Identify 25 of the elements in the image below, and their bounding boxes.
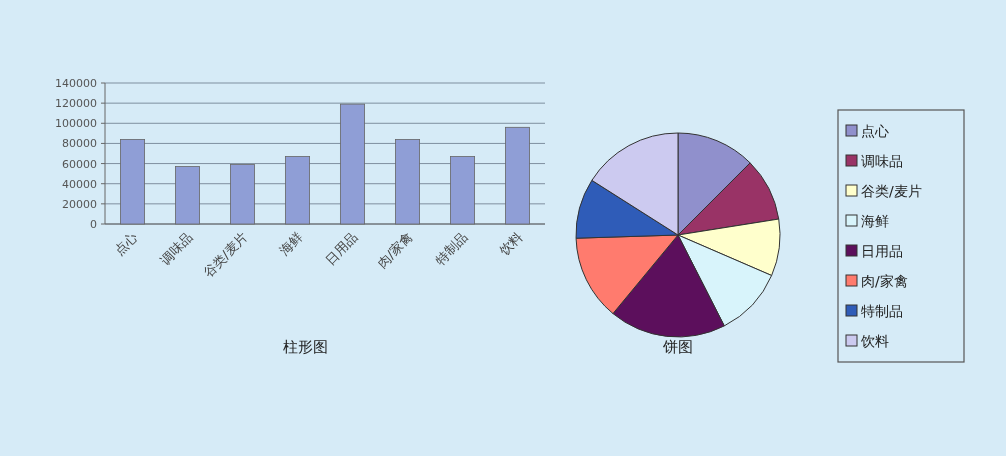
legend-label: 饮料 xyxy=(860,333,889,349)
text: 饼图 xyxy=(662,338,693,356)
x-tick-label: 特制品 xyxy=(432,229,471,268)
y-tick-label: 100000 xyxy=(55,117,97,131)
legend-label: 调味品 xyxy=(861,153,903,169)
legend-label: 谷类/麦片 xyxy=(861,183,922,199)
text: 柱形图 xyxy=(282,338,328,356)
x-tick-label: 海鲜 xyxy=(276,229,306,259)
legend-label: 点心 xyxy=(861,123,889,139)
y-tick-label: 120000 xyxy=(55,97,97,111)
legend-label: 肉/家禽 xyxy=(861,273,908,289)
x-tick-label: 肉/家禽 xyxy=(374,229,416,271)
x-tick-label: 日用品 xyxy=(322,229,361,268)
y-tick-label: 40000 xyxy=(62,177,97,191)
y-tick-label: 60000 xyxy=(62,157,97,171)
x-tick-label: 谷类/麦片 xyxy=(200,229,251,280)
x-tick-label: 点心 xyxy=(111,229,141,259)
y-tick-label: 140000 xyxy=(55,77,97,90)
y-tick-label: 0 xyxy=(90,218,97,231)
x-tick-label: 调味品 xyxy=(157,229,196,268)
y-tick-label: 80000 xyxy=(62,137,97,151)
legend-label: 特制品 xyxy=(861,303,903,319)
x-tick-label: 饮料 xyxy=(495,229,526,260)
y-tick-label: 20000 xyxy=(62,197,97,211)
legend-label: 海鲜 xyxy=(861,213,889,229)
